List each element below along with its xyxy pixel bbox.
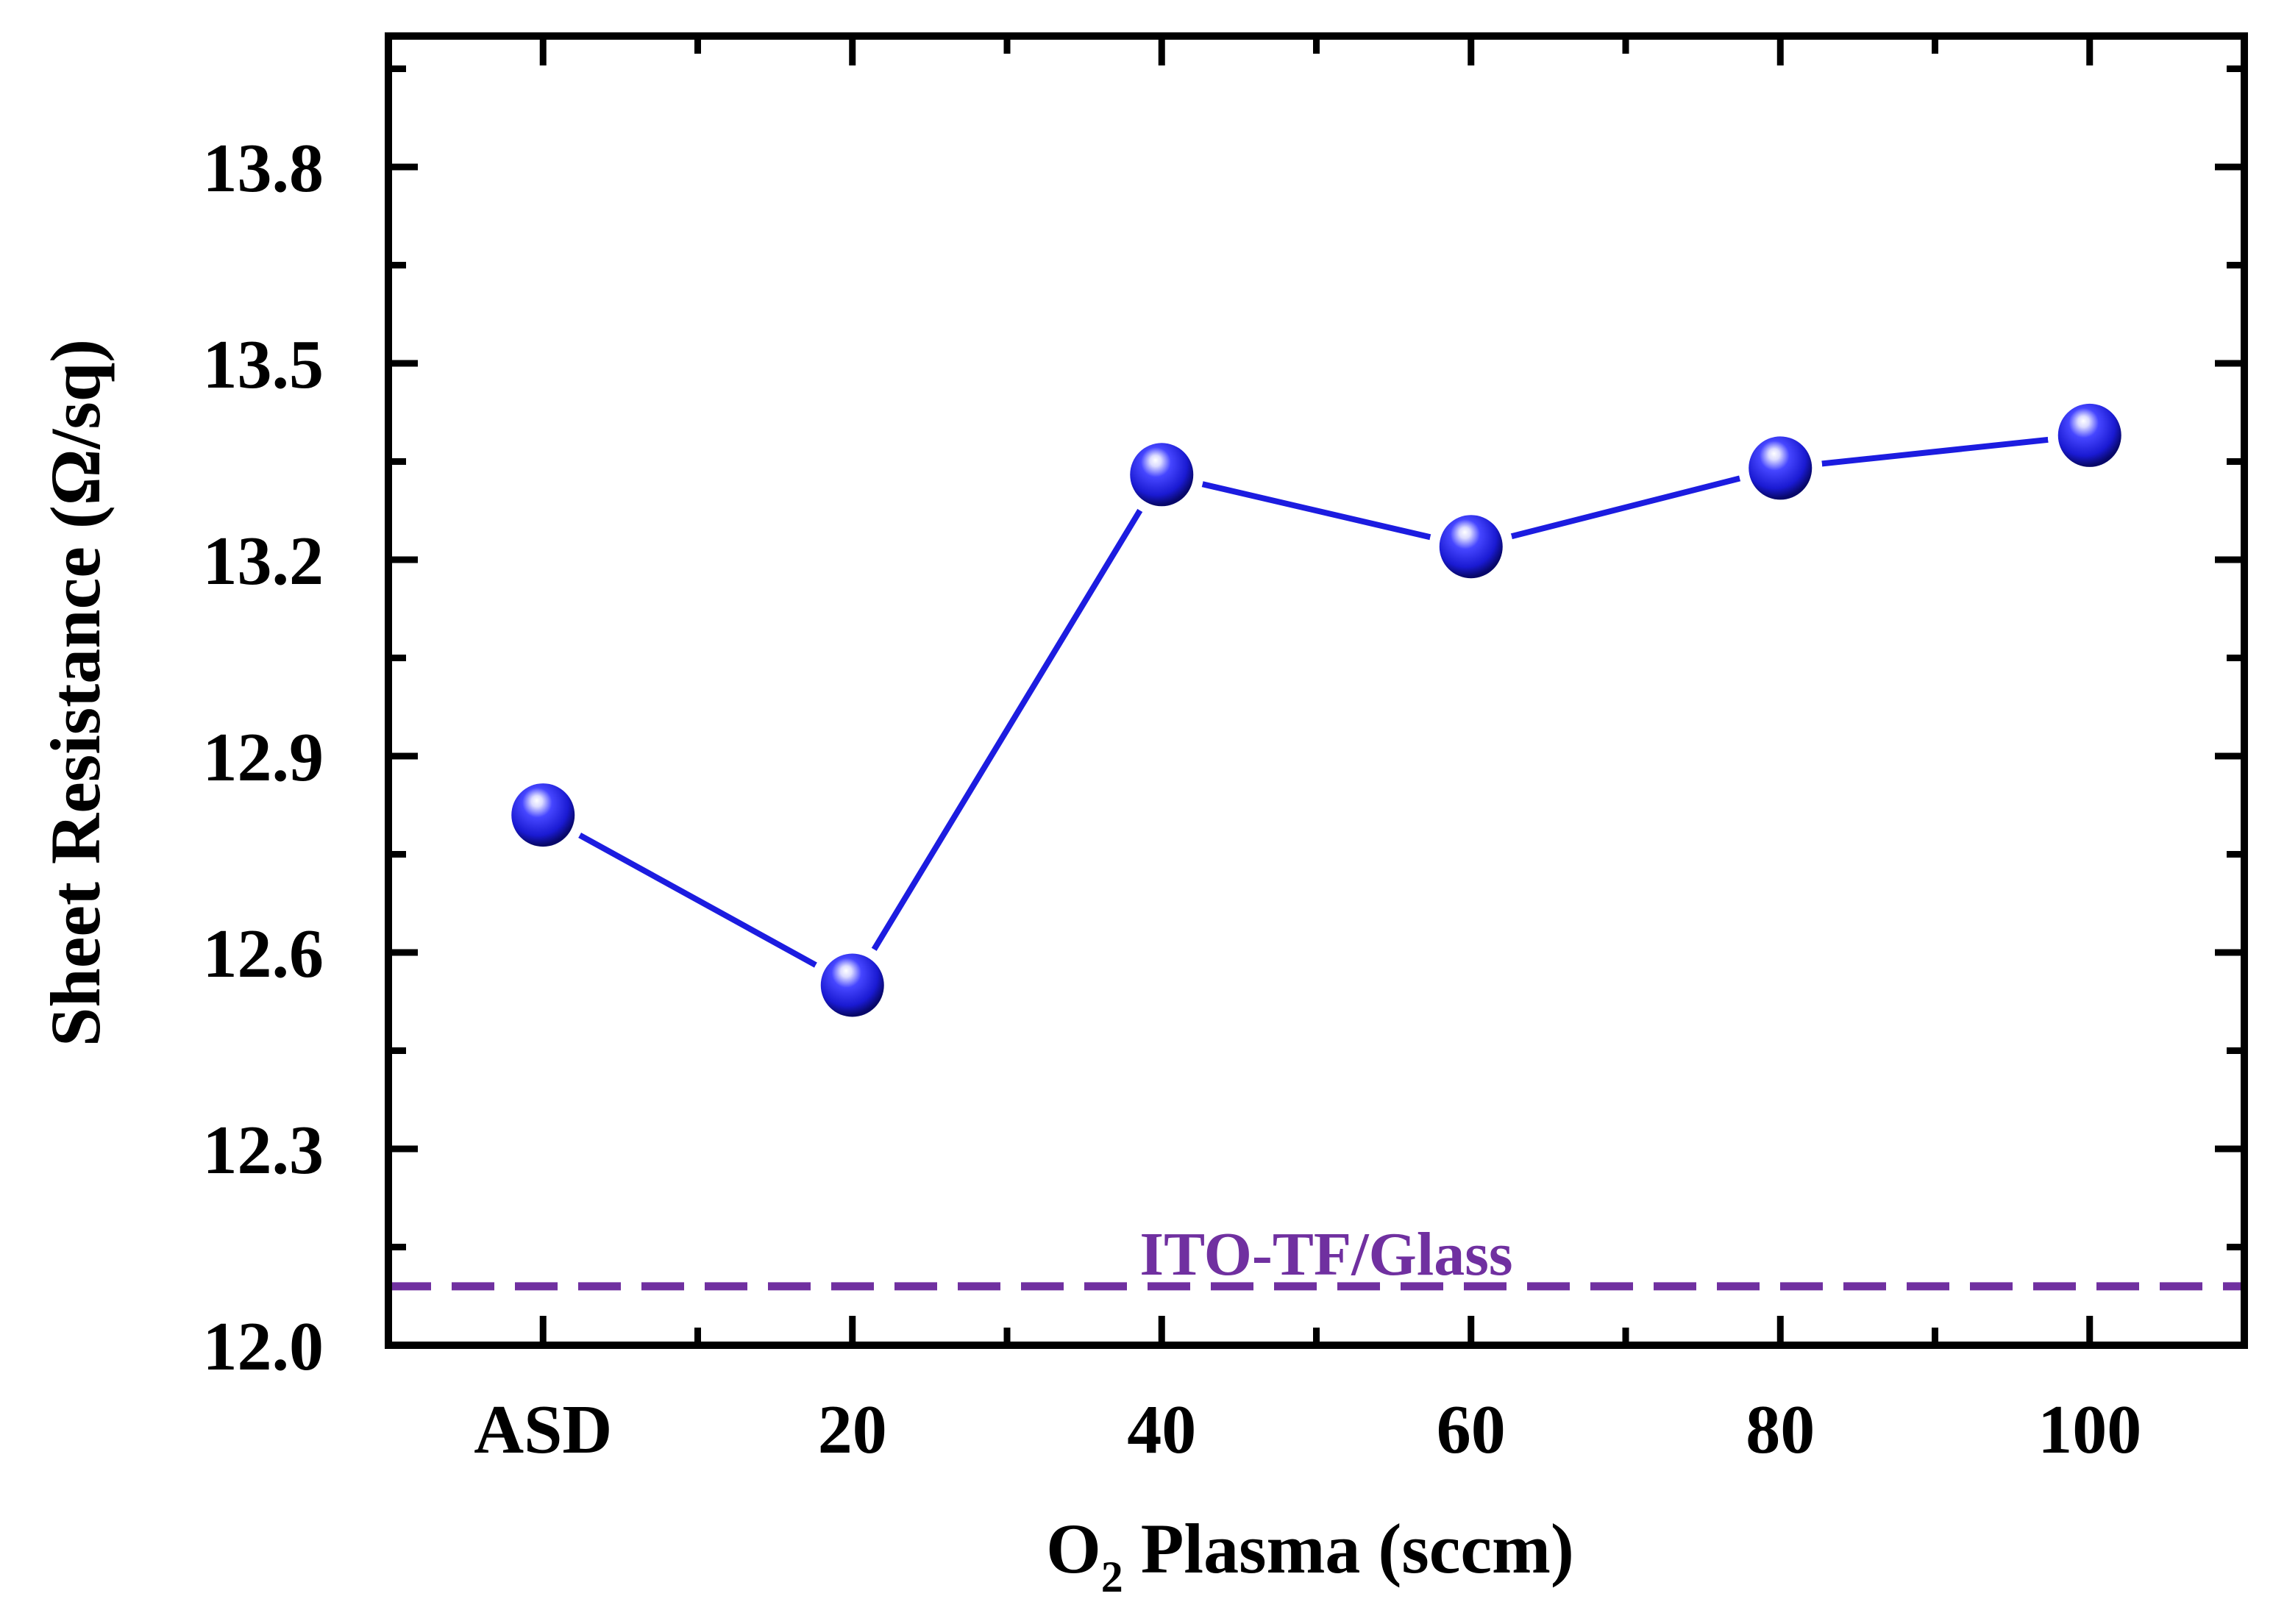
data-point — [810, 943, 894, 1028]
y-tick-label: 13.8 — [203, 130, 324, 207]
tick-label-layer: 12.0 12.3 12.6 12.9 13.2 13.5 13.8 ASD 20 40 60 80 1… — [203, 130, 2142, 1468]
x-axis-title: O2 Plasma (sccm) — [1046, 1509, 1574, 1601]
x-tick-label: 60 — [1437, 1392, 1506, 1468]
y-tick-label: 12.6 — [203, 916, 324, 992]
series-line — [541, 432, 2091, 989]
x-axis-title-subscript: 2 — [1101, 1553, 1123, 1601]
y-tick-label: 12.9 — [203, 719, 324, 796]
data-point — [501, 773, 586, 858]
y-tick-label: 12.0 — [203, 1308, 324, 1385]
plot-frame — [385, 32, 2248, 1349]
data-point — [1429, 505, 1513, 589]
y-tick-label: 13.5 — [203, 327, 324, 403]
series-layer — [501, 393, 2132, 1028]
y-tick-label: 13.2 — [203, 523, 324, 599]
data-point — [1120, 432, 1204, 517]
x-tick-label: ASD — [474, 1392, 612, 1468]
frame-layer — [385, 32, 2248, 1349]
y-axis-title: Sheet Resistance (Ω/sq) — [36, 339, 115, 1047]
tick-layer — [388, 36, 2244, 1349]
x-tick-label: 20 — [818, 1392, 887, 1468]
data-point — [1738, 426, 1823, 510]
x-axis-title-rest: Plasma (sccm) — [1123, 1509, 1574, 1588]
x-tick-label: 80 — [1746, 1392, 1815, 1468]
x-tick-label: 40 — [1127, 1392, 1196, 1468]
y-tick-label: 12.3 — [203, 1112, 324, 1189]
x-tick-label: 100 — [2038, 1392, 2141, 1468]
reference-line-label: ITO-TF/Glass — [1139, 1220, 1512, 1289]
data-point — [2047, 393, 2132, 477]
x-axis-title-main: O — [1046, 1509, 1101, 1588]
